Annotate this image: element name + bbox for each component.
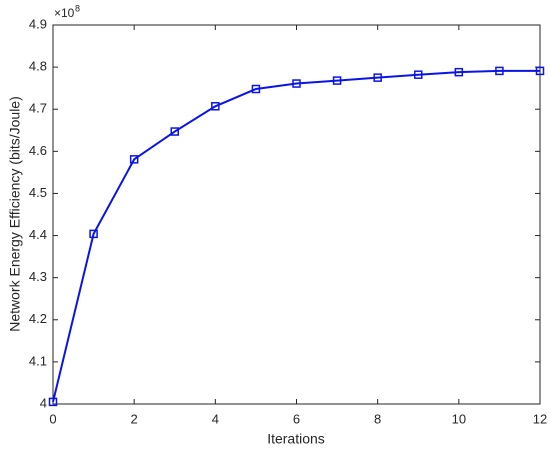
y-tick-label: 4.7 <box>29 101 47 116</box>
y-tick-label: 4.1 <box>29 353 47 368</box>
y-tick-label: 4.8 <box>29 59 47 74</box>
y-multiplier-base: ×10 <box>54 6 75 20</box>
marker <box>48 397 58 407</box>
marker <box>495 66 504 76</box>
x-tick-label: 0 <box>49 411 56 426</box>
x-tick-label: 12 <box>533 411 547 426</box>
marker <box>535 66 545 76</box>
x-tick-label: 2 <box>131 411 138 426</box>
marker <box>129 155 139 164</box>
x-tick-label: 6 <box>293 411 300 426</box>
marker <box>251 84 261 94</box>
marker <box>292 79 301 88</box>
y-multiplier-exponent: 8 <box>75 3 80 13</box>
y-tick-label: 4.5 <box>29 185 47 200</box>
y-tick-label: 4.3 <box>29 269 47 284</box>
marker <box>332 76 342 85</box>
y-tick-label: 4.2 <box>29 311 47 326</box>
marker <box>373 73 382 82</box>
y-tick-label: 4 <box>40 395 47 410</box>
x-tick-label: 4 <box>212 411 219 426</box>
y-tick-label: 4.6 <box>29 143 47 158</box>
marker <box>211 102 220 111</box>
marker <box>414 70 423 79</box>
marker <box>454 67 464 77</box>
y-tick-label: 4.4 <box>29 227 47 242</box>
x-axis-label: Iterations <box>267 431 325 447</box>
marker <box>89 229 98 239</box>
series-line <box>52 69 540 403</box>
marker <box>170 127 179 136</box>
y-axis-label: Network Energy Efficiency (bits/Joule) <box>7 96 23 332</box>
y-tick-label: 4.9 <box>29 16 47 31</box>
x-tick-label: 10 <box>452 411 466 426</box>
x-tick-label: 8 <box>374 411 381 426</box>
